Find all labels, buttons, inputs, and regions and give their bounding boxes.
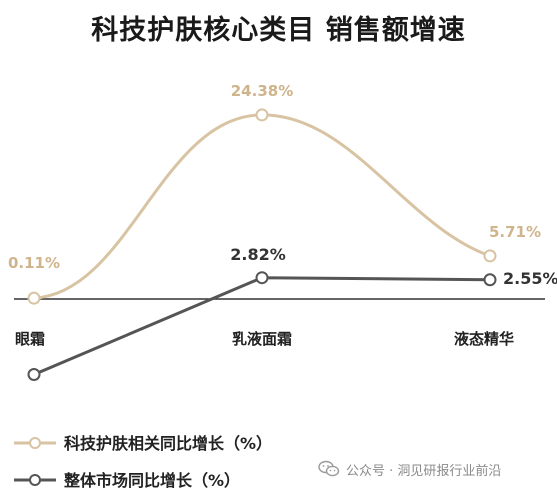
- series-market-line: [33, 276, 491, 376]
- data-label-tech: 24.38%: [231, 82, 293, 100]
- series-tech-line: [33, 113, 491, 300]
- legend-marker: [29, 437, 41, 449]
- chart-title: 科技护肤核心类目 销售额增速: [91, 15, 466, 46]
- data-label-market: 2.55%: [503, 269, 557, 288]
- series-market-point: [27, 368, 41, 381]
- series-market-point: [483, 273, 497, 287]
- series-tech-point: [255, 108, 269, 122]
- watermark: 公众号 · 洞见研报行业前沿: [318, 458, 550, 482]
- x-tick-label: 液态精华: [454, 330, 514, 348]
- legend-label: 科技护肤相关同比增长（%）: [64, 434, 272, 453]
- series-market-point: [255, 271, 269, 285]
- legend-marker: [29, 474, 41, 486]
- data-label-tech: 0.11%: [8, 254, 60, 272]
- watermark-text: 公众号 · 洞见研报行业前沿: [346, 464, 502, 479]
- series-tech-point: [483, 249, 497, 263]
- data-label-market: 2.82%: [230, 245, 286, 264]
- series-tech-point: [27, 291, 41, 305]
- wechat-icon: [318, 460, 340, 477]
- legend-label: 整体市场同比增长（%）: [63, 471, 240, 490]
- x-tick-label: 乳液面霜: [232, 330, 292, 348]
- x-tick-label: 眼霜: [15, 330, 45, 348]
- data-label-tech: 5.71%: [489, 223, 541, 241]
